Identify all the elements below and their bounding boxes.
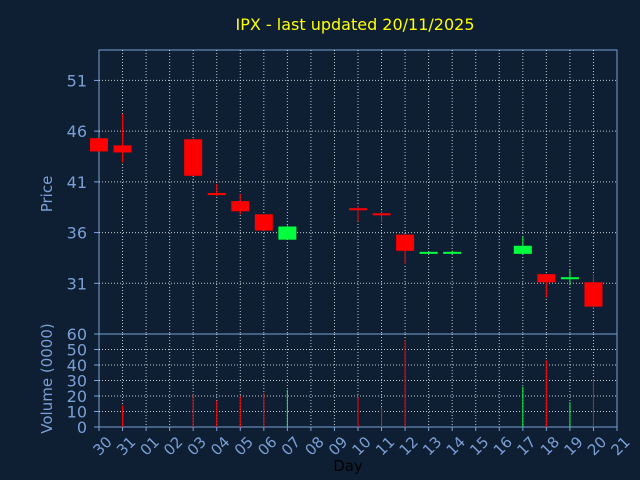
x-tick-label: 15: [466, 433, 492, 459]
candle-body: [90, 138, 108, 152]
x-tick-label: 03: [184, 433, 210, 459]
volume-axis-label: Volume (0000): [38, 323, 56, 433]
candle-body: [231, 201, 250, 212]
volume-tick-label: 20: [67, 387, 87, 406]
x-tick-label: 18: [537, 433, 563, 459]
x-tick-label: 07: [278, 433, 304, 459]
candle-body: [184, 139, 203, 176]
candle-body: [443, 251, 462, 254]
candle-body: [278, 226, 297, 240]
x-axis: 3031010203040506070809101112131415161718…: [90, 427, 634, 459]
x-tick-label: 06: [254, 433, 280, 459]
x-tick-label: 16: [490, 433, 516, 459]
price-tick-label: 51: [67, 71, 87, 90]
volume-tick-label: 50: [67, 341, 87, 360]
x-tick-label: 05: [231, 433, 257, 459]
x-tick-label: 12: [396, 433, 422, 459]
x-tick-label: 11: [372, 433, 398, 459]
x-axis-label: Day: [333, 457, 363, 475]
candle-body: [560, 277, 579, 280]
price-tick-label: 36: [67, 224, 87, 243]
x-tick-label: 02: [160, 433, 186, 459]
candle-body: [254, 214, 273, 231]
candle-body: [113, 145, 132, 153]
candle-body: [396, 234, 415, 251]
x-tick-label: 31: [113, 433, 139, 459]
price-panel: 31 36 41 46 51: [67, 49, 618, 335]
volume-tick-label: 30: [67, 372, 87, 391]
x-tick-label: 17: [513, 433, 539, 459]
volume-tick-label: 40: [67, 356, 87, 375]
volume-tick-label: 0: [77, 418, 87, 437]
x-tick-label: 14: [443, 433, 469, 459]
x-tick-label: 13: [419, 433, 445, 459]
candle-body: [584, 282, 603, 307]
candle-body: [207, 193, 226, 196]
price-tick-label: 41: [67, 173, 87, 192]
x-tick-label: 20: [584, 433, 610, 459]
volume-tick-label: 10: [67, 403, 87, 422]
x-tick-label: 21: [608, 433, 634, 459]
candle-body: [419, 251, 438, 254]
x-tick-label: 30: [90, 433, 116, 459]
candle-body: [513, 245, 532, 254]
x-tick-label: 04: [207, 433, 233, 459]
candle-body: [372, 213, 391, 216]
candle-body: [537, 274, 556, 283]
price-axis-label: Price: [38, 176, 56, 213]
chart-title: IPX - last updated 20/11/2025: [235, 15, 474, 34]
x-tick-label: 19: [560, 433, 586, 459]
x-tick-label: 10: [349, 433, 375, 459]
x-tick-label: 09: [325, 433, 351, 459]
x-tick-label: 01: [137, 433, 163, 459]
volume-tick-label: 60: [67, 325, 87, 344]
price-tick-label: 46: [67, 122, 87, 141]
candle-body: [349, 208, 367, 211]
x-tick-label: 08: [301, 433, 327, 459]
price-tick-label: 31: [67, 274, 87, 293]
